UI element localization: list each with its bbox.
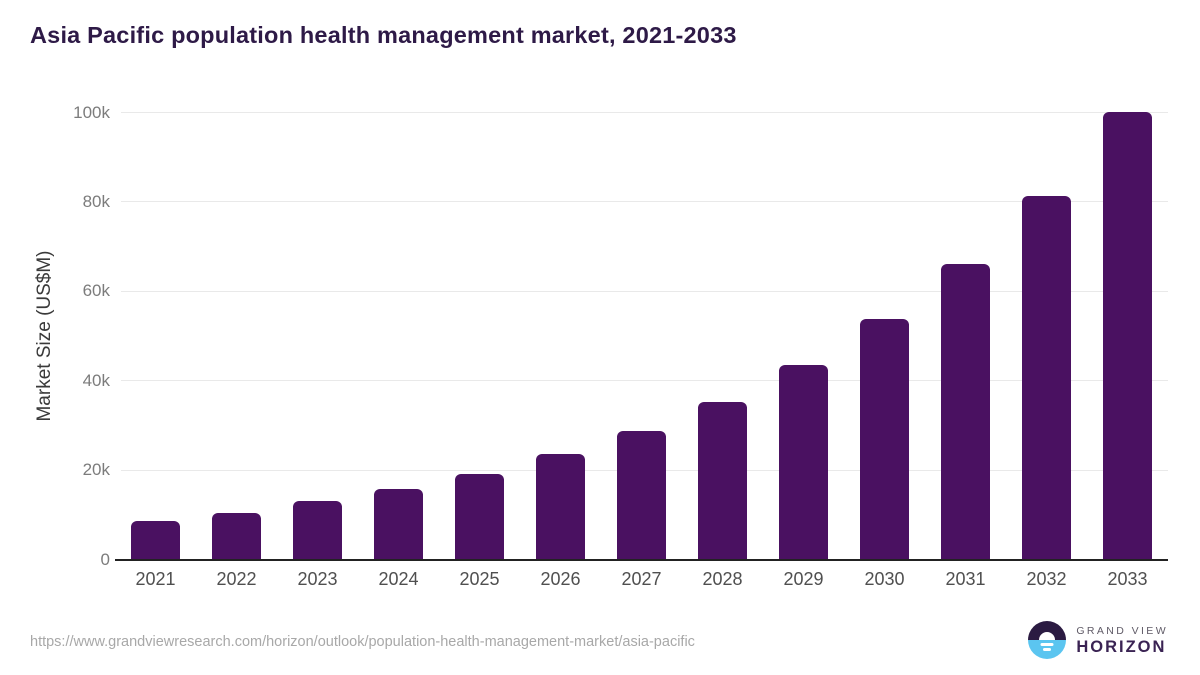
source-url: https://www.grandviewresearch.com/horizo… [30,634,695,650]
x-tick-2023: 2023 [297,569,338,589]
bar-slot-2027 [601,112,682,559]
gridline-80k [121,201,1168,203]
x-tick-2030: 2030 [864,569,905,589]
bar-slot-2021 [115,112,196,559]
y-tick-0: 0 [100,549,110,569]
x-tick-2027: 2027 [621,569,662,589]
x-tick-2024: 2024 [378,569,419,589]
bar-slot-2030 [844,112,925,559]
bar-slot-2024 [358,112,439,559]
x-tick-2028: 2028 [702,569,743,589]
gridline-40k [121,380,1168,382]
bar-2028 [698,402,747,559]
y-tick-80k: 80k [82,191,110,211]
horizon-sun-logo-icon [1028,621,1067,659]
logo-text: GRAND VIEW HORIZON [1076,625,1168,656]
bar-2021 [131,520,180,559]
y-axis-tick-labels: 0 20k 40k 60k 80k 100k [40,103,110,569]
x-tick-2031: 2031 [945,569,986,589]
bar-slot-2031 [925,112,1006,559]
logo-sun-shape [1039,632,1056,640]
bar-slot-2032 [1006,112,1087,559]
bar-slot-2029 [763,112,844,559]
logo-reflection-shape [1040,643,1054,646]
bar-2024 [374,489,423,559]
bar-2031 [941,263,990,559]
y-tick-20k: 20k [82,460,110,480]
bar-slot-2026 [520,112,601,559]
bar-2029 [779,364,828,559]
bar-slot-2023 [277,112,358,559]
x-tick-2033: 2033 [1107,569,1148,589]
gridline-100k [121,112,1168,113]
bar-2027 [617,430,666,559]
bar-2022 [212,512,261,559]
gridline-60k [121,290,1168,292]
chart-title: Asia Pacific population health managemen… [30,22,737,48]
x-axis-tick-labels: 2021 2022 2023 2024 2025 2026 2027 2028 2029 2030… [115,569,1168,590]
bar-2032 [1022,196,1071,559]
bar-2025 [455,473,504,559]
x-tick-2029: 2029 [783,569,824,589]
bar-slot-2033 [1087,111,1168,559]
y-tick-100k: 100k [73,102,110,122]
x-tick-2026: 2026 [540,569,581,589]
plot-area [115,111,1168,561]
bar-2033 [1103,111,1152,559]
bar-2026 [536,453,585,559]
logo-reflection-shape [1043,648,1052,651]
brand-logo: GRAND VIEW HORIZON [1028,621,1168,659]
x-tick-2032: 2032 [1026,569,1067,589]
x-tick-2022: 2022 [216,569,257,589]
bar-2030 [860,319,909,559]
logo-grand-view-text: GRAND VIEW [1076,624,1168,637]
x-tick-2025: 2025 [459,569,500,589]
y-tick-40k: 40k [82,370,110,390]
x-tick-2021: 2021 [135,569,176,589]
bar-slot-2025 [439,112,520,559]
logo-horizon-text: HORIZON [1076,637,1167,656]
bar-2023 [293,501,342,559]
y-tick-60k: 60k [82,281,110,301]
bar-slot-2022 [196,112,277,559]
bar-slot-2028 [682,112,763,559]
